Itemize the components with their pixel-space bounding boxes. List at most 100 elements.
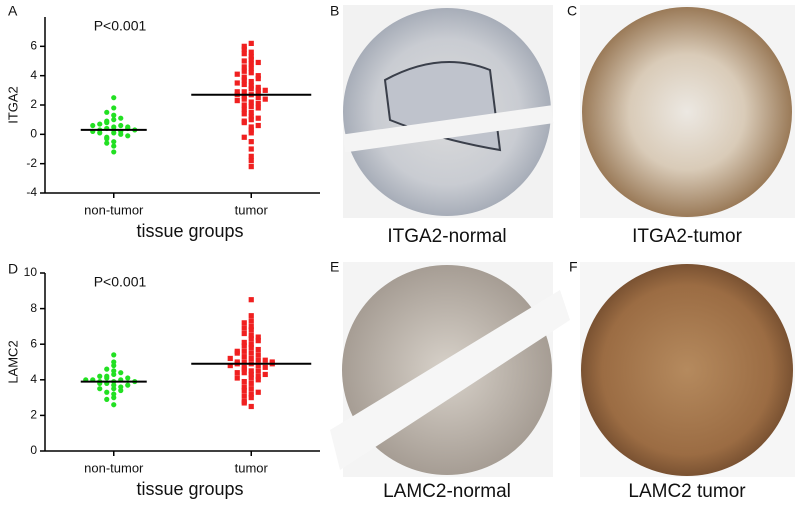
data-point (241, 378, 247, 385)
data-point (248, 61, 254, 67)
x-axis-label: tissue groups (136, 479, 243, 499)
data-point (248, 345, 254, 351)
data-point (104, 118, 110, 124)
data-point (118, 115, 124, 121)
annotation: P<0.001 (94, 274, 147, 290)
data-point (118, 122, 124, 129)
data-point (97, 373, 103, 379)
data-point (248, 70, 254, 76)
data-point (104, 396, 110, 402)
data-point (255, 122, 261, 129)
data-point (248, 86, 254, 92)
data-point (241, 81, 247, 88)
panel-e (330, 262, 570, 477)
data-point (241, 339, 247, 346)
data-point (255, 373, 261, 379)
tissue-gap (330, 290, 570, 470)
data-point (241, 134, 247, 140)
data-point (111, 368, 117, 374)
data-point (255, 334, 261, 340)
data-point (248, 327, 254, 333)
y-tick-label: 8 (30, 301, 37, 315)
panel-label: E (330, 259, 339, 275)
data-point (248, 375, 254, 381)
data-point (125, 382, 131, 388)
data-point (125, 124, 131, 130)
data-point (241, 74, 247, 80)
data-point (255, 338, 261, 344)
data-point (241, 325, 247, 331)
data-point (241, 330, 247, 337)
data-point (97, 130, 103, 136)
data-point (241, 400, 247, 406)
data-point (255, 87, 261, 93)
panel-label: A (8, 3, 18, 19)
data-point (111, 143, 117, 149)
data-point (104, 136, 110, 142)
data-point (118, 370, 124, 376)
panel-label: C (567, 3, 577, 19)
data-point (234, 98, 240, 104)
data-point (248, 78, 254, 85)
data-point (248, 130, 254, 136)
data-point (255, 105, 261, 111)
data-point (241, 343, 247, 349)
data-point (104, 140, 110, 146)
data-point (241, 102, 247, 108)
y-tick-label: -4 (26, 185, 37, 199)
data-point (248, 395, 254, 401)
panel-label: D (8, 261, 18, 277)
y-tick-label: 0 (30, 443, 37, 457)
data-point (248, 371, 254, 378)
data-point (111, 362, 117, 369)
data-point (241, 93, 247, 99)
data-point (255, 352, 261, 358)
data-point (248, 103, 254, 110)
data-point (262, 96, 268, 102)
data-point (241, 58, 247, 64)
data-point (248, 117, 254, 123)
data-point (111, 371, 117, 378)
data-point (111, 359, 117, 365)
data-point (234, 348, 240, 354)
x-tick-label: non-tumor (84, 460, 144, 475)
data-point (227, 355, 233, 362)
data-point (248, 54, 254, 60)
data-point (248, 99, 254, 105)
data-point (248, 297, 254, 303)
data-point (248, 109, 254, 115)
data-point (248, 65, 254, 71)
data-point (125, 375, 131, 381)
data-point (248, 318, 254, 324)
data-point (241, 106, 247, 112)
data-point (255, 362, 261, 369)
data-point (241, 89, 247, 95)
data-point (111, 139, 117, 145)
data-point (255, 95, 261, 101)
y-tick-label: -2 (26, 156, 37, 170)
data-point (97, 386, 103, 392)
data-point (111, 402, 117, 408)
data-point (241, 77, 247, 83)
tissue-gap (342, 105, 554, 153)
data-point (111, 386, 117, 392)
data-point (255, 100, 261, 107)
panel-caption: ITGA2-normal (387, 226, 506, 247)
data-point (241, 46, 247, 52)
data-point (248, 153, 254, 159)
data-point (104, 389, 110, 395)
data-point (111, 95, 117, 101)
data-point (255, 73, 261, 79)
data-point (248, 313, 254, 319)
data-point (111, 112, 117, 118)
annotation: P<0.001 (94, 18, 147, 34)
data-point (90, 122, 96, 129)
data-point (248, 368, 254, 374)
data-point (241, 359, 247, 365)
data-point (241, 366, 247, 372)
data-point (241, 118, 247, 124)
data-point (234, 370, 240, 376)
data-point (269, 359, 275, 365)
data-point (255, 90, 261, 96)
